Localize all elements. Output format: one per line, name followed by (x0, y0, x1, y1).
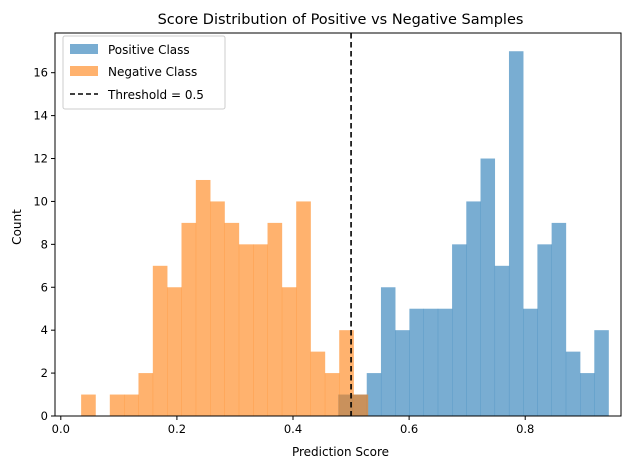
legend-label-threshold: Threshold = 0.5 (107, 88, 204, 102)
bar-negative-10 (224, 222, 240, 416)
bar-positive-14 (537, 244, 552, 416)
x-tick-label: 0.4 (284, 422, 302, 436)
bar-negative-11 (238, 244, 254, 416)
bar-negative-17 (324, 373, 340, 416)
bar-negative-18 (339, 330, 354, 416)
bar-positive-3 (380, 287, 396, 416)
bar-positive-18 (594, 330, 609, 416)
bar-positive-4 (395, 330, 410, 416)
bar-positive-10 (480, 158, 496, 417)
bar-negative-13 (267, 222, 283, 416)
y-tick-label: 12 (33, 152, 48, 166)
bar-negative-2 (109, 394, 125, 416)
legend-frame (62, 35, 226, 110)
bar-negative-9 (210, 201, 225, 416)
x-tick-label: 0.8 (516, 422, 534, 436)
bar-negative-0 (81, 394, 96, 416)
bar-positive-11 (494, 265, 510, 416)
bar-negative-15 (296, 201, 311, 416)
bar-positive-13 (523, 308, 538, 416)
legend-swatch-positive (70, 44, 98, 54)
y-tick-label: 10 (33, 194, 48, 208)
plot-frame (54, 32, 622, 417)
x-axis-label: Prediction Score (292, 445, 389, 459)
bar-negative-14 (281, 287, 297, 416)
bar-negative-7 (181, 222, 197, 416)
y-axis-label: Count (10, 209, 24, 245)
legend-swatch-negative (70, 66, 98, 76)
y-tick-label: 0 (41, 409, 48, 423)
bar-positive-5 (409, 308, 424, 416)
y-tick-label: 16 (33, 66, 48, 80)
bar-negative-3 (124, 394, 139, 416)
x-tick-label: 0.0 (52, 422, 70, 436)
bar-positive-8 (452, 244, 467, 416)
y-tick-label: 4 (41, 323, 48, 337)
y-tick-label: 6 (41, 280, 48, 294)
bar-negative-5 (152, 265, 168, 416)
y-tick-label: 8 (41, 237, 48, 251)
bar-negative-8 (195, 179, 211, 416)
bars-layer (81, 51, 609, 417)
bar-negative-6 (167, 287, 182, 416)
legend-label-positive: Positive Class (108, 43, 190, 57)
x-tick-label: 0.6 (400, 422, 418, 436)
bar-negative-4 (138, 373, 154, 416)
bar-negative-16 (310, 351, 326, 416)
bar-positive-6 (423, 308, 439, 416)
legend-label-negative: Negative Class (108, 65, 197, 79)
bar-negative-12 (253, 244, 268, 416)
bar-negative-19 (353, 394, 369, 416)
bar-positive-17 (580, 373, 595, 416)
bar-positive-2 (366, 373, 382, 416)
bar-positive-15 (551, 222, 567, 416)
bar-positive-16 (565, 351, 581, 416)
chart-title: Score Distribution of Positive vs Negati… (158, 12, 524, 28)
bar-positive-12 (508, 51, 524, 416)
y-tick-label: 14 (33, 109, 48, 123)
axes-layer: 0.0 0.2 0.4 0.6 0.8 0 2 4 6 8 10 12 14 16 (33, 32, 622, 436)
y-tick-label: 2 (41, 366, 48, 380)
x-tick-label: 0.2 (168, 422, 186, 436)
legend: Positive Class Negative Class Threshold … (62, 35, 226, 110)
bar-positive-9 (466, 201, 481, 416)
bar-positive-7 (437, 308, 453, 416)
